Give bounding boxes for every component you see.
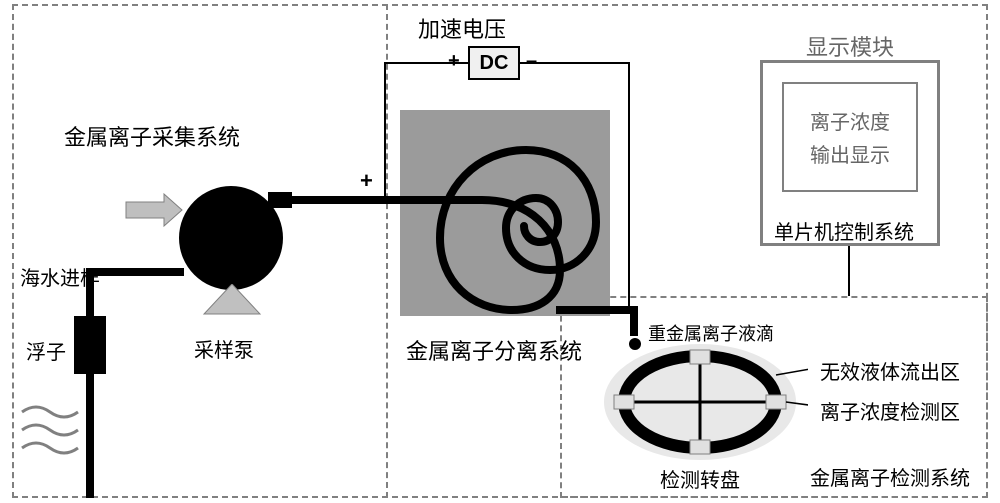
collection-system-label: 金属离子采集系统 [64,120,240,152]
separation-system-label: 金属离子分离系统 [406,334,582,366]
wire-dc-minus-v [628,62,630,310]
ion-detect-zone-label: 离子浓度检测区 [820,396,960,425]
float-label: 浮子 [26,336,66,365]
dc-box: DC [468,46,520,80]
dc-text: DC [480,52,509,74]
output-display-text: 输出显示 [810,139,890,168]
pipe-spiral-exit-v [630,306,638,336]
wire-dc-plus-h [384,62,468,64]
wire-dc-minus-h [520,62,630,64]
pipe-spiral-exit-h [556,306,638,314]
spiral-icon [400,110,610,316]
inlet-pipe-horizontal [86,268,184,276]
pump-label: 采样泵 [194,334,254,363]
ion-conc-text: 离子浓度 [810,106,890,135]
inlet-arrow-icon [120,190,190,230]
plus-pipe-label: + [360,168,373,194]
display-to-wheel-line [848,246,850,296]
wire-dc-plus-v [384,62,386,202]
water-waves-icon [18,400,84,460]
display-inner-box: 离子浓度 输出显示 [782,82,918,192]
mcu-system-label: 单片机控制系统 [774,216,914,245]
invalid-outflow-label: 无效液体流出区 [820,356,960,385]
inlet-pipe-vertical [86,272,94,498]
float-block [74,316,106,374]
detection-system-label: 金属离子检测系统 [810,462,970,491]
accel-voltage-label: 加速电压 [418,12,506,44]
pump-base-icon [200,284,264,320]
detection-wheel-icon [598,340,808,480]
display-module-label: 显示模块 [806,30,894,62]
